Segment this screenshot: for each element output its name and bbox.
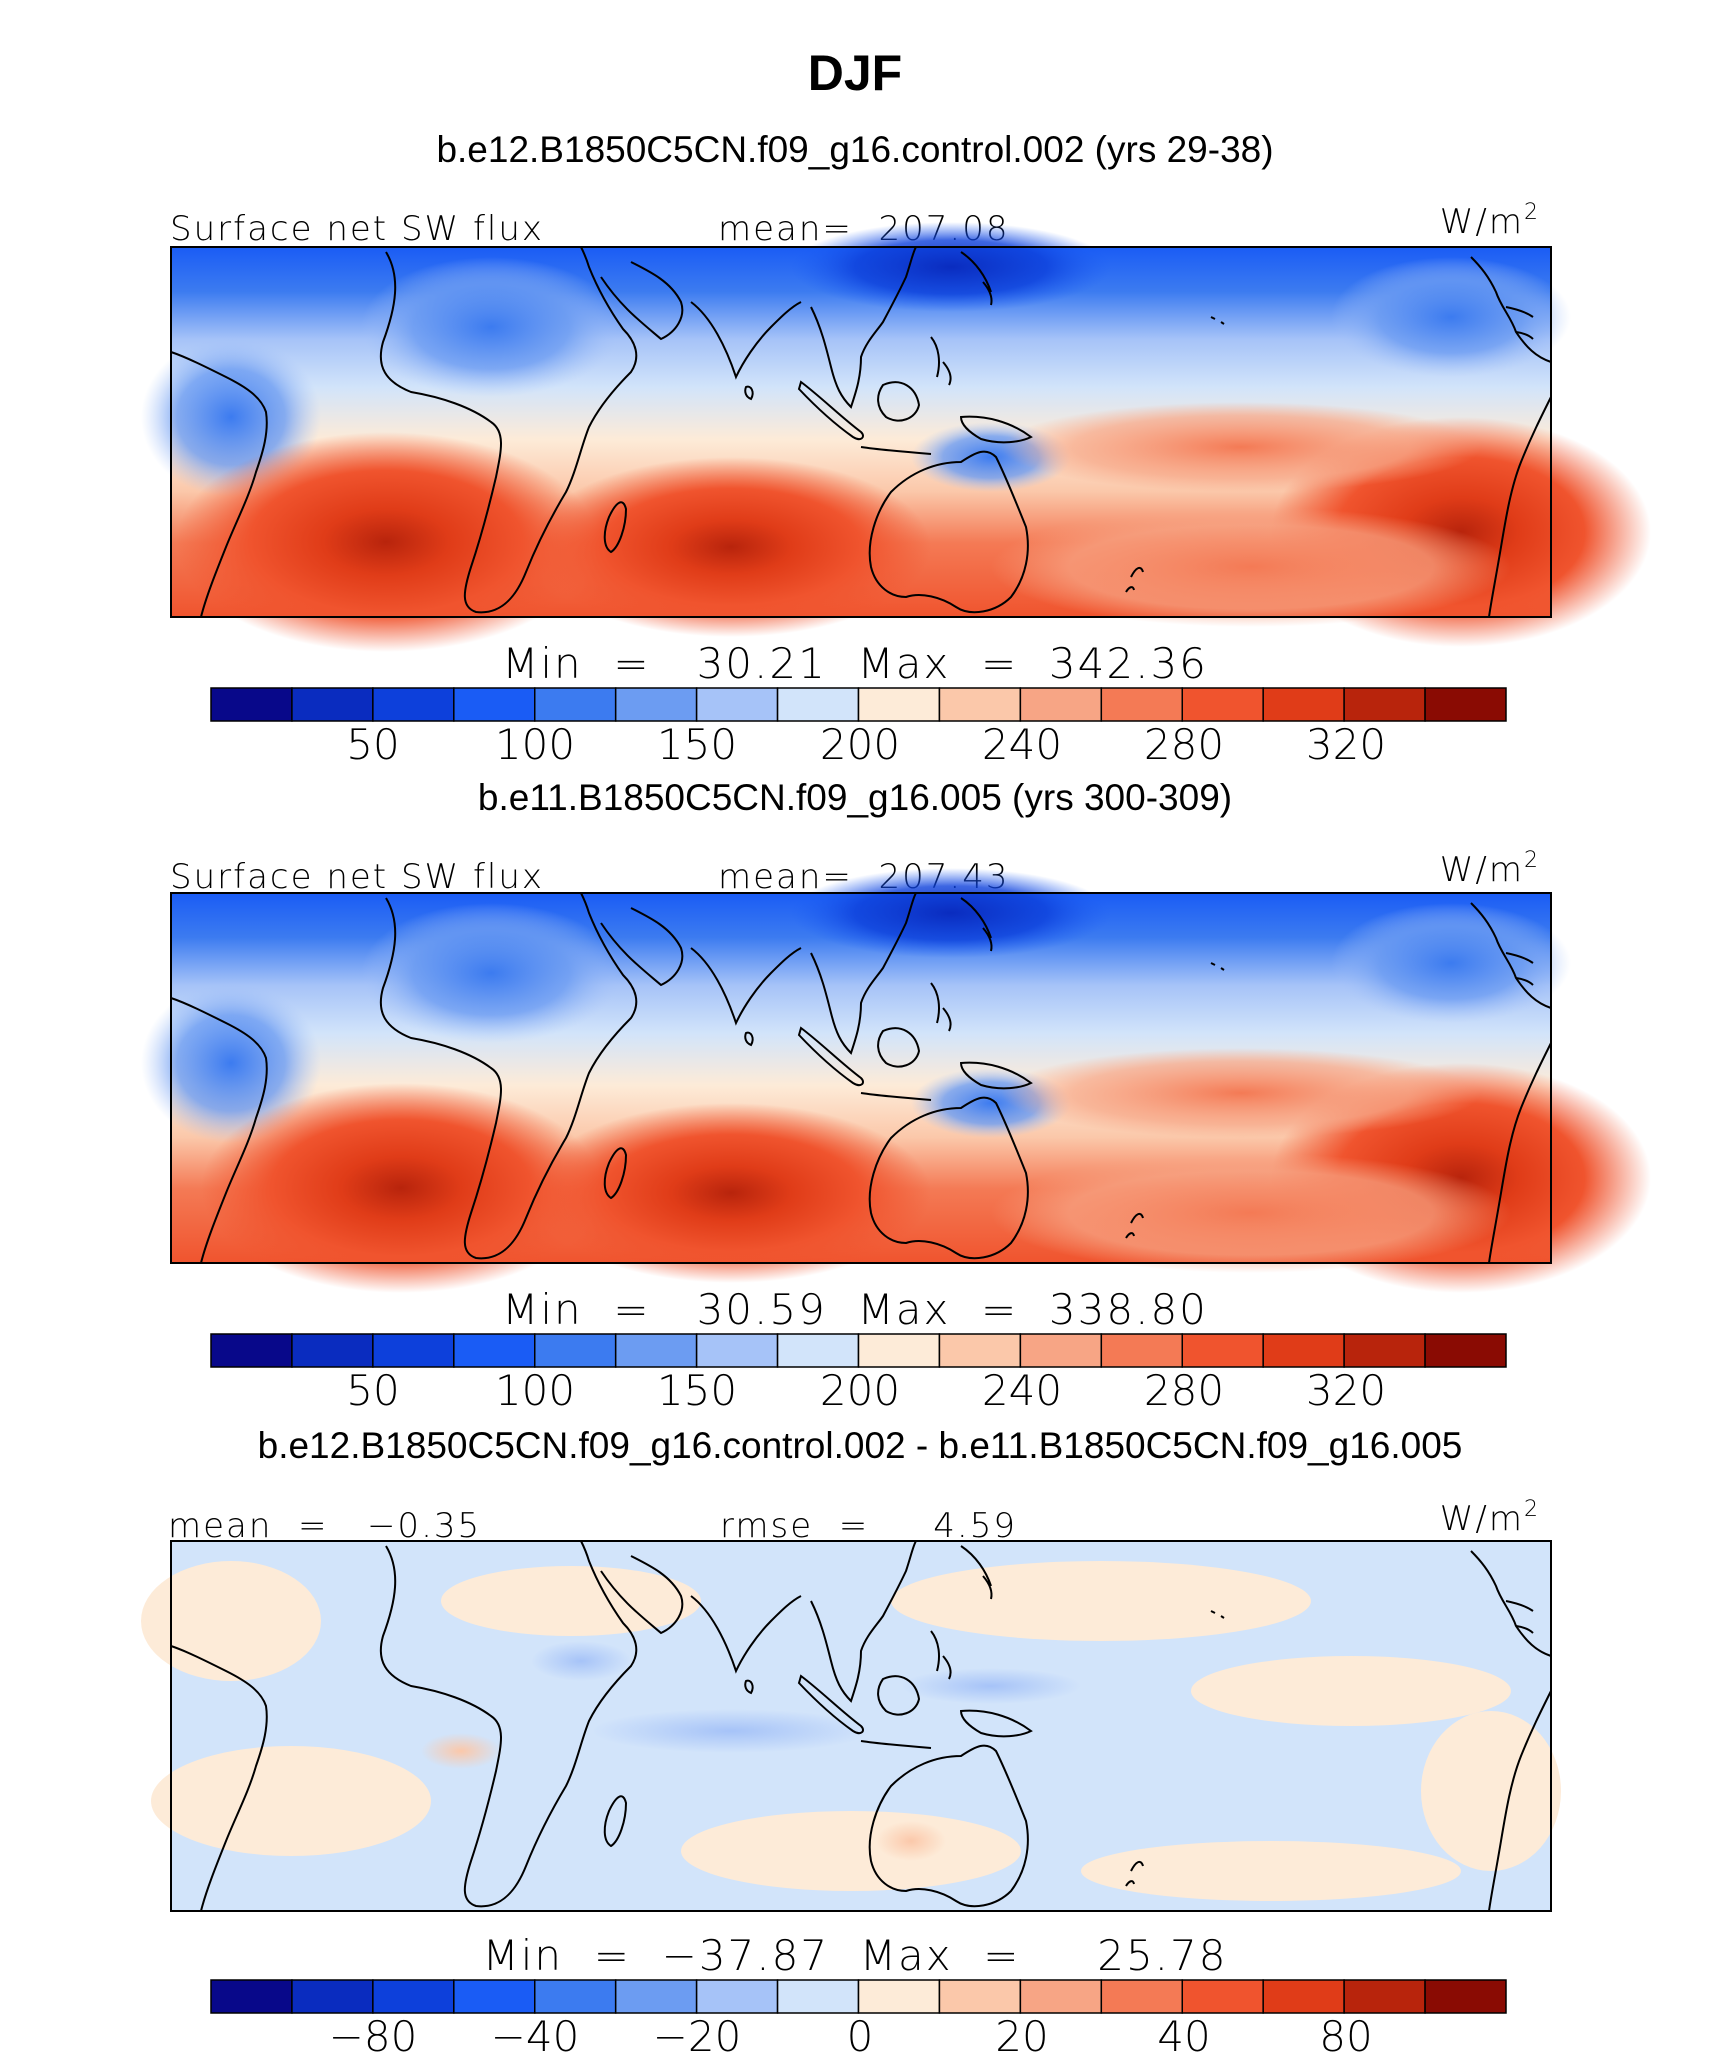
- panel-1-map: [141, 222, 1651, 652]
- colorbar-swatch: [1181, 1333, 1264, 1368]
- panel-3-colorbar-ticks: −80 −40 −20 0 20 40 80: [329, 2012, 1373, 2061]
- colorbar-swatch: [372, 1333, 455, 1368]
- panel-3-map: [141, 1540, 1561, 1912]
- colorbar-tick-label: 50: [346, 720, 399, 769]
- panel-1-colorbar: [210, 687, 1507, 722]
- colorbar-swatch: [1019, 1979, 1103, 2014]
- panel-2-units: W/m2: [1440, 848, 1540, 890]
- colorbar-tick-label: 280: [1144, 720, 1224, 769]
- colorbar-swatch: [1343, 687, 1426, 722]
- panel-3-center-label: rmse = 4.59: [720, 1506, 1017, 1546]
- colorbar-swatch: [210, 687, 293, 722]
- panel-2-case-title: b.e11.B1850C5CN.f09_g16.005 (yrs 300-309…: [478, 777, 1232, 818]
- colorbar-tick-label: −20: [653, 2012, 742, 2061]
- colorbar-swatch: [1424, 687, 1507, 722]
- panel-2: b.e11.B1850C5CN.f09_g16.005 (yrs 300-309…: [141, 777, 1651, 1415]
- colorbar-tick-label: 150: [657, 1366, 737, 1415]
- colorbar-swatch: [210, 1333, 293, 1368]
- colorbar-swatch: [1181, 1979, 1264, 2014]
- colorbar-swatch: [372, 687, 455, 722]
- colorbar-tick-label: 100: [495, 1366, 575, 1415]
- colorbar-swatch: [453, 1333, 536, 1368]
- panel-1-minmax: Min = 30.21 Max = 342.36: [502, 639, 1208, 688]
- panel-3: b.e12.B1850C5CN.f09_g16.control.002 - b.…: [141, 1425, 1561, 2061]
- panel-2-map: [141, 868, 1651, 1293]
- colorbar-swatch: [1262, 1333, 1345, 1368]
- colorbar-swatch: [1019, 1333, 1103, 1368]
- colorbar-swatch: [453, 1979, 536, 2014]
- colorbar-swatch: [776, 1333, 860, 1368]
- colorbar-tick-label: 240: [982, 1366, 1062, 1415]
- panel-1-colorbar-ticks: 50 100 150 200 240 280 320: [346, 720, 1386, 769]
- colorbar-swatch: [1262, 1979, 1345, 2014]
- colorbar-swatch: [453, 687, 536, 722]
- colorbar-swatch: [857, 1979, 941, 2014]
- panel-3-case-title: b.e12.B1850C5CN.f09_g16.control.002 - b.…: [258, 1425, 1463, 1466]
- colorbar-tick-label: 280: [1144, 1366, 1224, 1415]
- colorbar-swatch: [534, 687, 617, 722]
- colorbar-swatch: [1100, 1979, 1183, 2014]
- colorbar-tick-label: 40: [1157, 2012, 1210, 2061]
- colorbar-swatch: [938, 1333, 1022, 1368]
- colorbar-swatch: [776, 1979, 860, 2014]
- colorbar-swatch: [534, 1979, 617, 2014]
- colorbar-swatch: [857, 687, 941, 722]
- panel-3-colorbar: [210, 1979, 1507, 2014]
- colorbar-tick-label: 240: [982, 720, 1062, 769]
- colorbar-swatch: [1019, 687, 1103, 722]
- colorbar-swatch: [857, 1333, 941, 1368]
- panel-1-units: W/m2: [1440, 200, 1540, 242]
- colorbar-tick-label: 0: [847, 2012, 874, 2061]
- panel-1-left-label: Surface net SW flux: [170, 209, 544, 249]
- colorbar-tick-label: 20: [995, 2012, 1048, 2061]
- panel-3-left-label: mean = −0.35: [168, 1506, 481, 1546]
- colorbar-swatch: [1424, 1333, 1507, 1368]
- colorbar-tick-label: 150: [657, 720, 737, 769]
- colorbar-tick-label: 200: [820, 720, 900, 769]
- colorbar-swatch: [938, 687, 1022, 722]
- colorbar-swatch: [1262, 687, 1345, 722]
- panel-2-left-label: Surface net SW flux: [170, 857, 544, 897]
- colorbar-swatch: [291, 1333, 374, 1368]
- colorbar-swatch: [1100, 687, 1183, 722]
- colorbar-swatch: [1343, 1333, 1426, 1368]
- colorbar-tick-label: 50: [346, 1366, 399, 1415]
- colorbar-tick-label: 200: [820, 1366, 900, 1415]
- colorbar-tick-label: 320: [1306, 1366, 1386, 1415]
- colorbar-tick-label: −80: [329, 2012, 418, 2061]
- colorbar-tick-label: 80: [1319, 2012, 1372, 2061]
- main-title: DJF: [808, 45, 902, 101]
- colorbar-swatch: [695, 1979, 779, 2014]
- colorbar-swatch: [776, 687, 860, 722]
- colorbar-swatch: [1343, 1979, 1426, 2014]
- colorbar-swatch: [291, 687, 374, 722]
- panel-2-minmax: Min = 30.59 Max = 338.80: [502, 1285, 1208, 1334]
- colorbar-swatch: [614, 1979, 698, 2014]
- colorbar-tick-label: 320: [1306, 720, 1386, 769]
- colorbar-tick-label: 100: [495, 720, 575, 769]
- colorbar-tick-label: −40: [491, 2012, 580, 2061]
- colorbar-swatch: [1100, 1333, 1183, 1368]
- panel-2-colorbar: [210, 1333, 1507, 1368]
- colorbar-swatch: [291, 1979, 374, 2014]
- colorbar-swatch: [1181, 687, 1264, 722]
- colorbar-swatch: [1424, 1979, 1507, 2014]
- colorbar-swatch: [614, 687, 698, 722]
- colorbar-swatch: [938, 1979, 1022, 2014]
- colorbar-swatch: [210, 1979, 293, 2014]
- panel-1-case-title: b.e12.B1850C5CN.f09_g16.control.002 (yrs…: [436, 129, 1273, 170]
- colorbar-swatch: [534, 1333, 617, 1368]
- panel-2-colorbar-ticks: 50 100 150 200 240 280 320: [346, 1366, 1386, 1415]
- colorbar-swatch: [372, 1979, 455, 2014]
- panel-3-units: W/m2: [1440, 1497, 1540, 1539]
- colorbar-swatch: [695, 687, 779, 722]
- panel-3-minmax: Min = −37.87 Max = 25.78: [483, 1931, 1228, 1980]
- colorbar-swatch: [695, 1333, 779, 1368]
- colorbar-swatch: [614, 1333, 698, 1368]
- panel-1: b.e12.B1850C5CN.f09_g16.control.002 (yrs…: [141, 129, 1651, 769]
